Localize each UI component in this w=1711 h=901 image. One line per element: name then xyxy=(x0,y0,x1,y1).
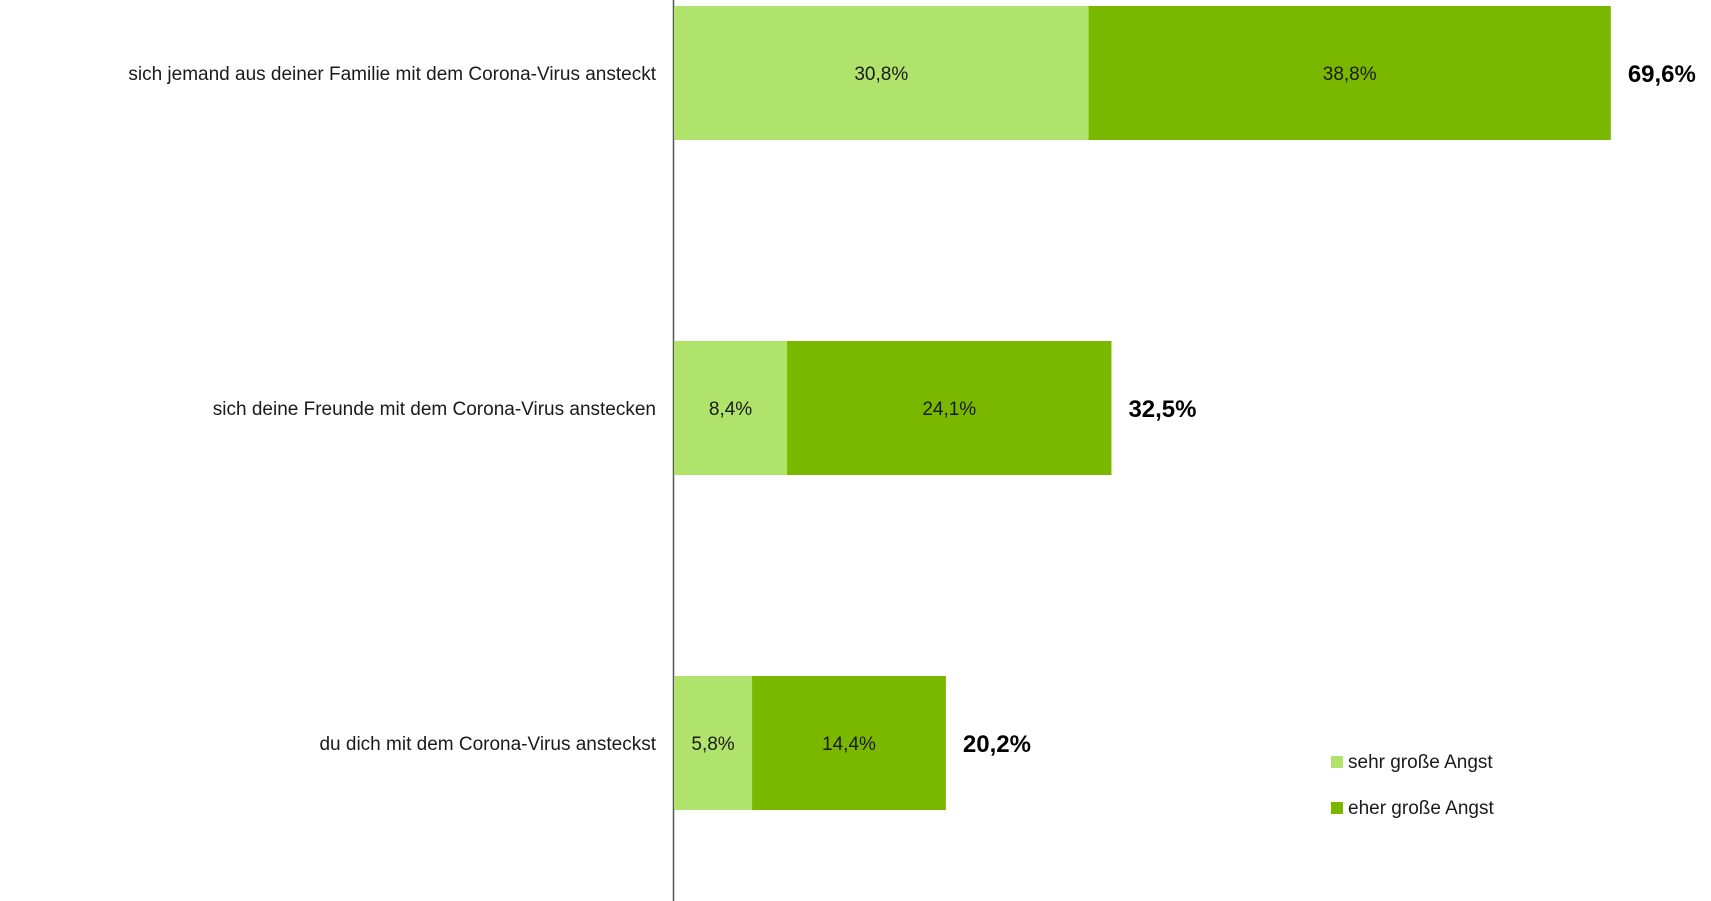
category-label: du dich mit dem Corona-Virus ansteckst xyxy=(319,734,656,755)
segment-value-label: 24,1% xyxy=(922,399,976,420)
segment-value-label: 38,8% xyxy=(1323,64,1377,85)
bar-segment xyxy=(752,676,946,810)
bar-segment xyxy=(787,341,1112,475)
segment-value-label: 5,8% xyxy=(691,734,734,755)
total-value-label: 32,5% xyxy=(1128,396,1196,423)
legend-swatch xyxy=(1331,802,1343,814)
legend-swatch xyxy=(1331,756,1343,768)
bar-segment xyxy=(674,676,753,810)
segment-value-label: 8,4% xyxy=(709,399,752,420)
bar-segment xyxy=(1088,6,1611,140)
segment-value-label: 30,8% xyxy=(854,64,908,85)
category-label: sich jemand aus deiner Familie mit dem C… xyxy=(128,64,656,85)
segment-value-label: 14,4% xyxy=(822,734,876,755)
category-label: sich deine Freunde mit dem Corona-Virus … xyxy=(213,399,656,420)
total-value-label: 20,2% xyxy=(963,731,1031,758)
legend-label: sehr große Angst xyxy=(1348,752,1493,773)
total-value-label: 69,6% xyxy=(1628,61,1696,88)
bar-segment xyxy=(674,341,788,475)
bars-group: sich jemand aus deiner Familie mit dem C… xyxy=(128,6,1696,810)
legend-label: eher große Angst xyxy=(1348,798,1494,819)
bar-segment xyxy=(674,6,1089,140)
legend: sehr große Angst eher große Angst xyxy=(1331,752,1494,819)
